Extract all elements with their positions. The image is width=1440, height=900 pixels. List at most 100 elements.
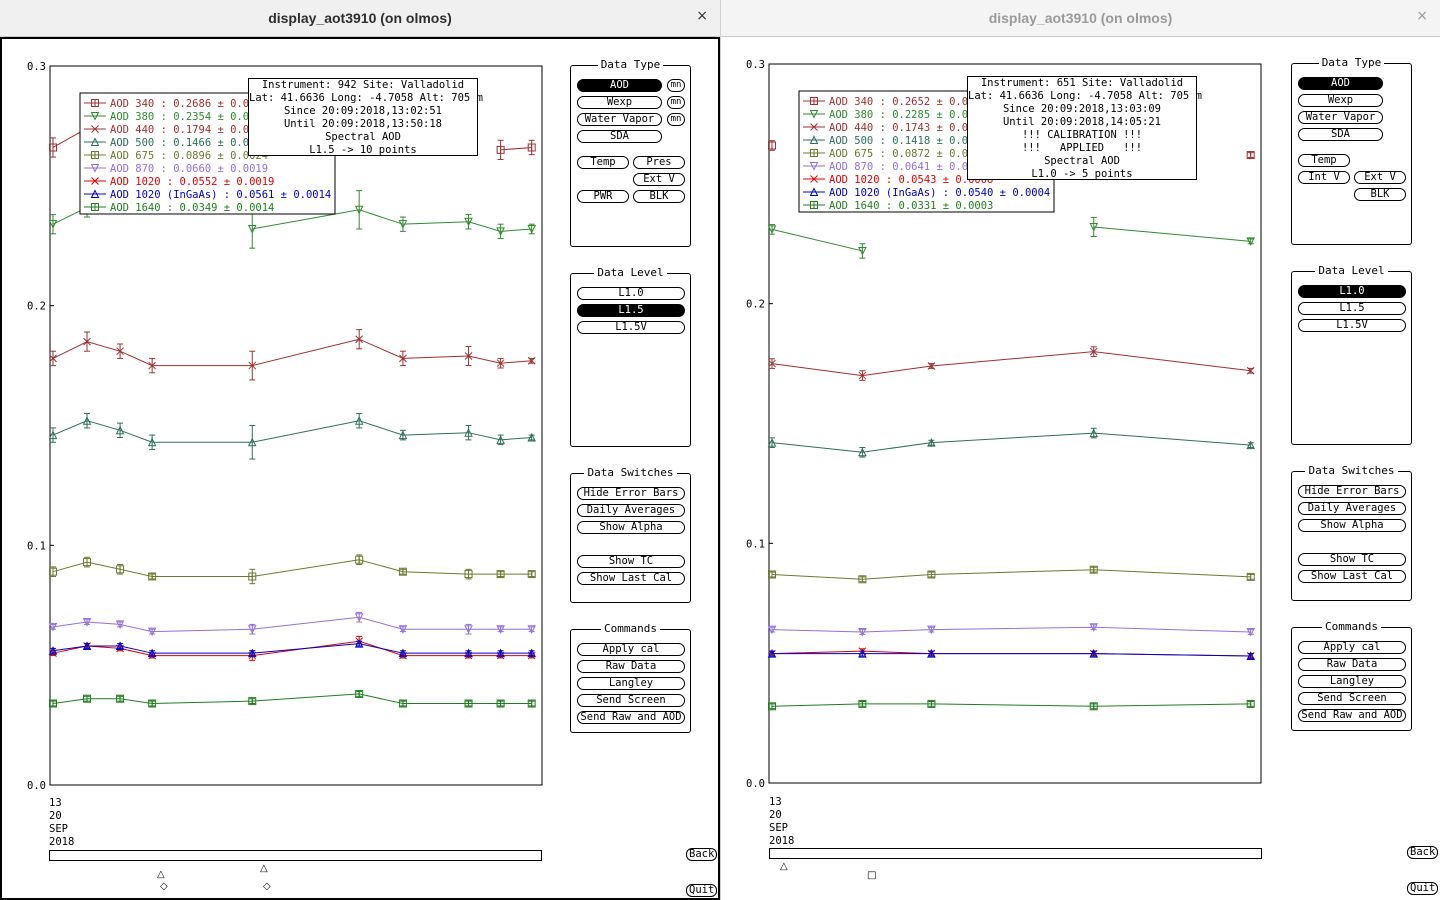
- plot-frame: [768, 63, 1262, 784]
- hide-error-bars-button[interactable]: Hide Error Bars: [577, 487, 685, 500]
- data-point: [1246, 440, 1256, 450]
- time-scrollbar[interactable]: [49, 850, 542, 861]
- data-point: [464, 217, 473, 227]
- aod-mn-button[interactable]: mn: [667, 79, 685, 92]
- data-point: [927, 625, 936, 635]
- apply-cal-button[interactable]: Apply cal: [1298, 641, 1406, 654]
- wexp-button[interactable]: Wexp: [1298, 94, 1383, 107]
- show-alpha-button[interactable]: Show Alpha: [1298, 519, 1406, 532]
- legend-entry: AOD 870 : 0.0660 ± 0.0019: [110, 163, 268, 175]
- series-aod-1020-ingaas-: [767, 648, 1256, 660]
- close-icon[interactable]: ×: [1416, 8, 1428, 24]
- data-point: [1246, 237, 1256, 246]
- raw-data-button[interactable]: Raw Data: [577, 660, 685, 673]
- aod-button[interactable]: AOD: [577, 79, 662, 92]
- y-tick-label: 0.0: [27, 780, 46, 792]
- square-marker-icon[interactable]: □: [867, 870, 877, 881]
- data-point: [247, 224, 257, 234]
- triangle-marker-icon[interactable]: △: [780, 861, 788, 872]
- diamond-marker-icon[interactable]: ◇: [160, 881, 168, 892]
- ext-v-button[interactable]: Ext V: [633, 173, 685, 186]
- daily-averages-button[interactable]: Daily Averages: [1298, 502, 1406, 515]
- langley-button[interactable]: Langley: [1298, 675, 1406, 688]
- info-line: !!! APPLIED !!!: [1021, 142, 1143, 154]
- diamond-marker-icon[interactable]: ◇: [263, 881, 271, 892]
- show-last-cal-button[interactable]: Show Last Cal: [1298, 570, 1406, 583]
- blk-button[interactable]: BLK: [1354, 188, 1406, 201]
- sda-button[interactable]: SDA: [1298, 128, 1383, 141]
- legend-entry: AOD 1020 : 0.0552 ± 0.0019: [110, 176, 274, 188]
- triangle-marker-icon[interactable]: △: [260, 863, 268, 874]
- close-icon[interactable]: ×: [696, 8, 708, 24]
- data-point: [767, 438, 777, 447]
- hide-error-bars-button[interactable]: Hide Error Bars: [1298, 485, 1406, 498]
- panel-title: Data Level: [594, 266, 667, 279]
- level-l15v-button[interactable]: L1.5V: [577, 321, 685, 334]
- window-content: 0.3 0.2 0.1 0.0 AOD 340 : 0.2686 ± 0.0 AOD 38…: [0, 37, 720, 900]
- send-screen-button[interactable]: Send Screen: [577, 694, 685, 707]
- apply-cal-button[interactable]: Apply cal: [577, 643, 685, 656]
- title-bar[interactable]: display_aot3910 (on olmos) ×: [721, 0, 1440, 37]
- back-button[interactable]: Back: [686, 848, 717, 861]
- data-point: [247, 437, 257, 447]
- info-line: Since 20:09:2018,13:02:51: [283, 105, 443, 117]
- data-point: [496, 435, 505, 444]
- level-l10-button[interactable]: L1.0: [577, 287, 685, 300]
- window-content: 0.3 0.2 0.1 0.0 AOD 340 : 0.2652 ± 0.0 AOD 38…: [721, 37, 1440, 900]
- data-level-panel: Data Level L1.0 L1.5 L1.5V: [570, 266, 691, 447]
- daily-averages-button[interactable]: Daily Averages: [577, 504, 685, 517]
- water-vapor-button[interactable]: Water Vapor: [577, 113, 662, 126]
- data-switches-panel: Data Switches Hide Error Bars Daily Aver…: [570, 466, 691, 603]
- level-l15v-button[interactable]: L1.5V: [1298, 319, 1406, 332]
- send-screen-button[interactable]: Send Screen: [1298, 692, 1406, 705]
- quit-button[interactable]: Quit: [686, 884, 717, 897]
- data-point: [767, 648, 777, 658]
- legend-entry: AOD 380 : 0.2354 ± 0.0: [110, 111, 249, 123]
- triangle-marker-icon[interactable]: △: [157, 869, 165, 880]
- x-label-line: 2018: [769, 835, 795, 847]
- data-point: [247, 625, 257, 634]
- ext-v-button[interactable]: Ext V: [1354, 171, 1406, 184]
- data-point: [527, 432, 537, 442]
- water-vapor-button[interactable]: Water Vapor: [1298, 111, 1383, 124]
- quit-button[interactable]: Quit: [1407, 882, 1438, 895]
- y-tick-label: 0.1: [746, 538, 765, 550]
- x-axis-date-label: 13 20 SEP 2018: [49, 797, 74, 849]
- level-l15-button[interactable]: L1.5: [1298, 302, 1406, 315]
- blk-button[interactable]: BLK: [633, 190, 685, 203]
- window-right: display_aot3910 (on olmos) × 0.3 0.2 0.1 0.…: [720, 0, 1440, 900]
- level-l10-button[interactable]: L1.0: [1298, 285, 1406, 298]
- sda-button[interactable]: SDA: [577, 130, 662, 143]
- send-raw-and-aod-button[interactable]: Send Raw and AOD: [1298, 709, 1406, 722]
- show-tc-button[interactable]: Show TC: [1298, 553, 1406, 566]
- pres-button[interactable]: Pres: [633, 156, 685, 169]
- langley-button[interactable]: Langley: [577, 677, 685, 690]
- raw-data-button[interactable]: Raw Data: [1298, 658, 1406, 671]
- send-raw-and-aod-button[interactable]: Send Raw and AOD: [577, 711, 685, 724]
- aod-button[interactable]: AOD: [1298, 77, 1383, 90]
- data-point-stroke: [148, 361, 156, 370]
- x-label-line: SEP: [49, 823, 68, 835]
- wexp-button[interactable]: Wexp: [577, 96, 662, 109]
- series-line: [252, 209, 532, 232]
- info-line: L1.0 -> 5 points: [1031, 168, 1133, 180]
- legend-entry: AOD 500 : 0.1466 ± 0.0032: [110, 137, 268, 149]
- temp-button[interactable]: Temp: [1298, 154, 1350, 167]
- series-line: [52, 420, 532, 443]
- title-bar[interactable]: display_aot3910 (on olmos) ×: [0, 0, 720, 37]
- data-point-stroke: [1089, 347, 1098, 356]
- wexp-mn-button[interactable]: mn: [667, 96, 685, 109]
- show-tc-button[interactable]: Show TC: [577, 555, 685, 568]
- water-vapor-mn-button[interactable]: mn: [667, 113, 685, 126]
- data-point: [767, 225, 777, 234]
- back-button[interactable]: Back: [1407, 846, 1438, 859]
- data-point: [464, 648, 473, 658]
- show-last-cal-button[interactable]: Show Last Cal: [577, 572, 685, 585]
- pwr-button[interactable]: PWR: [577, 190, 629, 203]
- temp-button[interactable]: Temp: [577, 156, 629, 169]
- int-v-button[interactable]: Int V: [1298, 171, 1350, 184]
- level-l15-button[interactable]: L1.5: [577, 304, 685, 317]
- time-scrollbar[interactable]: [769, 848, 1262, 859]
- show-alpha-button[interactable]: Show Alpha: [577, 521, 685, 534]
- data-point: [147, 648, 157, 658]
